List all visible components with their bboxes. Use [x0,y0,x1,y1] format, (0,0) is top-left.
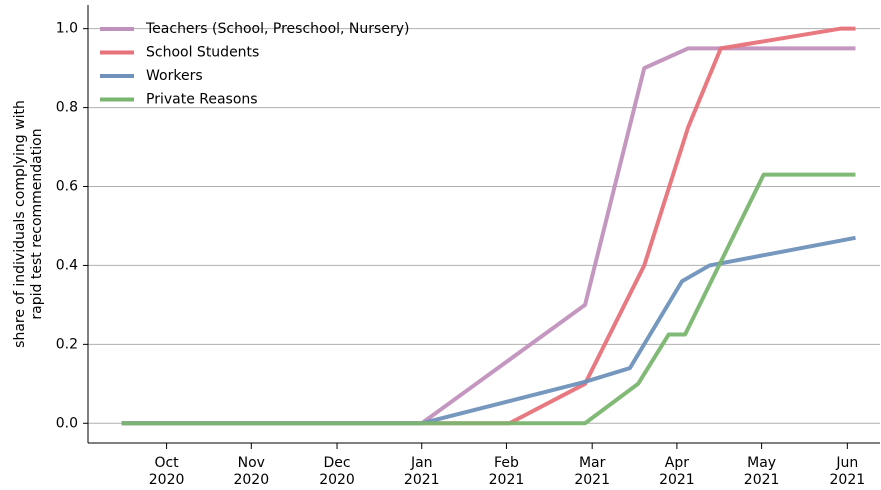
x-tick-label: 2021 [574,472,610,488]
legend-label: Workers [146,68,203,84]
x-tick-label: Apr [665,455,689,471]
x-tick-label: 2021 [404,472,440,488]
x-tick-label: 2020 [319,472,355,488]
y-axis-label: share of individuals complying with [12,100,28,348]
legend-label: Private Reasons [146,92,258,108]
legend-label: Teachers (School, Preschool, Nursery) [145,21,409,37]
legend-label: School Students [146,45,259,61]
x-tick-label: May [747,455,776,471]
x-tick-label: 2021 [830,472,866,488]
series-line [121,172,856,426]
x-tick-label: Jun [835,455,858,471]
x-tick-label: Feb [494,455,519,471]
x-tick-label: Dec [323,455,350,471]
x-tick-label: Jan [410,455,433,471]
x-tick-label: 2021 [659,472,695,488]
y-tick-label: 1.0 [56,21,78,37]
y-tick-label: 0.8 [56,100,78,116]
x-tick-label: Nov [238,455,265,471]
y-axis-label: rapid test recommendation [29,128,45,319]
x-tick-label: 2020 [233,472,269,488]
x-tick-label: 2021 [489,472,525,488]
x-tick-label: 2021 [744,472,780,488]
y-tick-label: 0.2 [56,336,78,352]
series-line [121,26,856,426]
x-tick-label: 2020 [149,472,185,488]
y-tick-label: 0.4 [56,257,78,273]
y-tick-label: 0.0 [56,415,78,431]
x-tick-label: Mar [579,455,606,471]
y-tick-label: 0.6 [56,179,78,195]
x-tick-label: Oct [154,455,179,471]
